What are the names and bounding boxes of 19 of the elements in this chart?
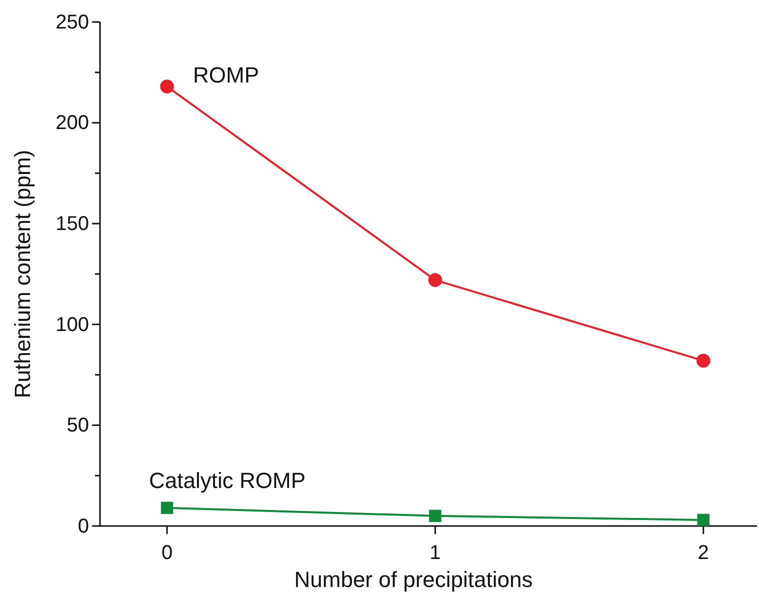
y-tick-label: 250 xyxy=(56,11,89,34)
x-axis-title: Number of precipitations xyxy=(294,567,533,592)
point xyxy=(696,354,710,368)
point xyxy=(160,502,174,514)
y-axis-title: Ruthenium content (ppm) xyxy=(10,150,35,398)
point xyxy=(697,514,710,526)
x-tick-label: 2 xyxy=(698,542,709,564)
y-tick-label: 200 xyxy=(56,112,89,134)
series-label: Catalytic ROMP xyxy=(149,468,306,493)
y-tick-label: 100 xyxy=(56,314,89,336)
point xyxy=(160,80,174,94)
y-tick-label: 0 xyxy=(78,515,89,538)
series-label: ROMP xyxy=(193,62,260,88)
y-tick-label: 50 xyxy=(66,414,89,437)
y-tick-label: 150 xyxy=(56,213,89,235)
point xyxy=(428,273,442,287)
point xyxy=(429,510,442,522)
x-tick-label: 0 xyxy=(161,542,173,564)
x-tick-label: 1 xyxy=(430,542,441,564)
